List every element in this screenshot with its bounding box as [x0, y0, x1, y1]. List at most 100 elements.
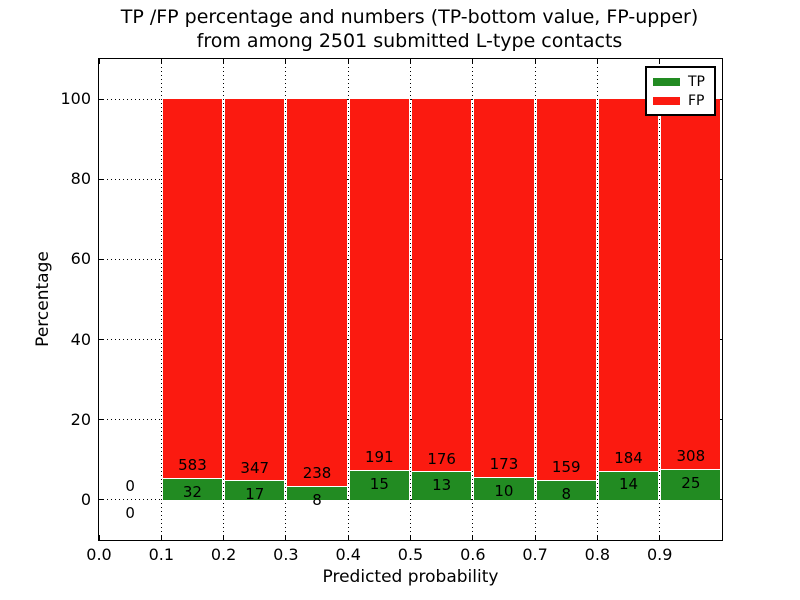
y-tick-label: 40 [70, 329, 91, 349]
x-tick-mark-top [472, 59, 474, 64]
y-tick-mark [99, 258, 104, 260]
x-tick-mark-top [534, 59, 536, 64]
bar-tp-segment [474, 478, 534, 500]
fp-count-label: 191 [365, 448, 394, 467]
bar-fp-segment [225, 99, 285, 482]
v-gridline [410, 59, 411, 540]
y-tick-mark [99, 178, 104, 180]
bar-fp-segment [536, 99, 596, 481]
fp-count-label: 347 [240, 458, 270, 477]
tp-count-label: 8 [561, 484, 572, 503]
bar-tp-segment [225, 481, 285, 500]
x-tick-label: 0.7 [522, 545, 548, 564]
tp-count-label: 14 [619, 475, 639, 494]
y-tick-mark [99, 98, 104, 100]
x-tick-label: 0.2 [210, 545, 237, 564]
y-tick-label: 20 [70, 409, 91, 429]
fp-count-label: 159 [551, 458, 581, 477]
chart-title: TP /FP percentage and numbers (TP-bottom… [98, 5, 721, 53]
fp-count-label: 184 [614, 448, 643, 467]
tp-count-label: 0 [125, 503, 135, 522]
v-gridline [596, 59, 598, 540]
chart-title-line-1: TP /FP percentage and numbers (TP-bottom… [120, 6, 699, 28]
legend-item-fp: FP [653, 91, 708, 110]
plot-area: Predicted probability 0.0 0.1 0.2 0.3 0.4 0.5… [60, 58, 723, 587]
bar-tp-segment [412, 472, 472, 500]
bar-tp-segment [598, 471, 659, 500]
y-tick-label: 0 [80, 489, 91, 509]
fp-count-label: 238 [302, 464, 332, 483]
x-tick-mark [596, 535, 598, 540]
x-tick-mark [98, 535, 100, 540]
x-axis-label: Predicted probability [322, 567, 499, 587]
x-tick-mark-top [223, 59, 225, 64]
bar-fp-segment [598, 99, 659, 472]
tp-count-label: 15 [369, 474, 389, 493]
v-gridline [534, 59, 536, 540]
v-gridline [472, 59, 474, 540]
bar-tp-segment [661, 469, 721, 500]
fp-count-label: 173 [489, 455, 519, 474]
tp-count-label: 13 [432, 476, 452, 495]
x-tick-label: 0.5 [397, 545, 424, 564]
legend-label-tp: TP [688, 73, 705, 90]
tp-count-label: 17 [245, 485, 265, 504]
x-tick-mark [659, 535, 661, 540]
fp-count-label: 0 [125, 477, 135, 496]
y-tick-label: 60 [70, 249, 91, 269]
bar-fp-segment [287, 99, 347, 487]
fp-count-label: 308 [676, 447, 706, 466]
fp-count-label: 583 [178, 456, 207, 475]
v-gridline [659, 59, 661, 540]
v-gridline [160, 59, 162, 540]
v-gridline [347, 59, 349, 540]
bar-fp-segment [474, 99, 534, 478]
x-tick-label: 0.8 [584, 545, 611, 564]
bar-tp-segment [162, 479, 223, 500]
v-gridline [223, 59, 225, 540]
x-tick-mark-top [596, 59, 598, 64]
x-tick-mark-top [285, 59, 287, 64]
y-tick-label: 80 [70, 169, 91, 189]
chart-title-line-2: from among 2501 submitted L-type contact… [196, 30, 623, 52]
tp-count-label: 8 [312, 490, 322, 509]
tp-legend-swatch-icon [653, 77, 680, 86]
bar-fp-segment [162, 99, 223, 480]
x-tick-label: 0.3 [273, 545, 299, 564]
x-tick-label: 0.9 [646, 545, 673, 564]
bar-tp-segment [287, 486, 347, 500]
legend-item-tp: TP [653, 72, 708, 91]
x-tick-mark [472, 535, 474, 540]
y-tick-mark-right [717, 499, 722, 501]
x-tick-label: 0.0 [86, 545, 112, 564]
x-tick-mark-top [98, 59, 100, 64]
v-gridline [285, 59, 287, 540]
x-tick-mark-top [659, 59, 661, 64]
bar-fp-segment [412, 99, 472, 473]
tp-count-label: 32 [182, 482, 202, 501]
x-tick-mark-top [410, 59, 411, 64]
x-tick-label: 0.1 [148, 545, 175, 564]
legend: TP FP [645, 66, 716, 116]
y-tick-label: 100 [60, 89, 91, 109]
x-tick-mark-top [160, 59, 162, 64]
tp-count-label: 10 [494, 481, 514, 500]
x-tick-mark-top [347, 59, 349, 64]
tp-count-label: 25 [681, 473, 701, 492]
bar-tp-segment [349, 470, 409, 500]
x-tick-mark [160, 535, 162, 540]
y-tick-mark [99, 339, 104, 341]
bar-fp-segment [349, 99, 409, 471]
x-tick-mark [534, 535, 536, 540]
x-tick-mark [285, 535, 287, 540]
x-tick-label: 0.4 [335, 545, 361, 564]
bar-fp-segment [661, 99, 721, 470]
fp-count-label: 176 [427, 449, 456, 468]
fp-legend-swatch-icon [653, 96, 680, 105]
y-tick-mark [99, 499, 104, 501]
x-tick-label: 0.6 [460, 545, 486, 564]
y-tick-mark [99, 419, 104, 421]
legend-label-fp: FP [688, 92, 705, 109]
x-tick-mark [223, 535, 225, 540]
